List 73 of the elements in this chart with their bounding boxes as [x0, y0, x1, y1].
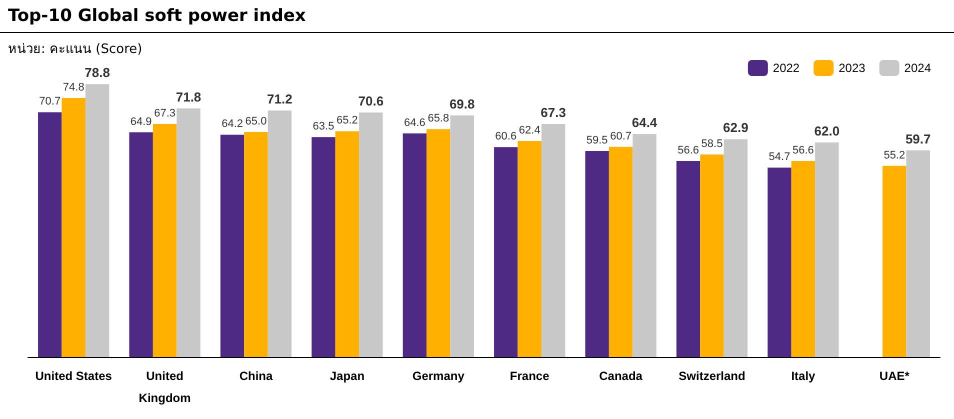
data-label: 65.0 — [245, 115, 267, 128]
data-label: 55.2 — [884, 149, 906, 162]
legend-label: 2022 — [772, 61, 800, 75]
data-label: 62.0 — [814, 123, 840, 138]
data-label: 62.9 — [723, 120, 748, 136]
data-label: 70.6 — [358, 94, 384, 109]
x-tick-label: UAE* — [879, 369, 910, 383]
bar — [518, 140, 542, 357]
bar — [906, 150, 930, 357]
bar — [541, 124, 566, 357]
bar — [152, 124, 177, 357]
bar — [85, 84, 110, 357]
chart-title: Top-10 Global soft power index — [8, 6, 306, 26]
bar — [768, 168, 792, 357]
data-label: 60.6 — [495, 130, 517, 143]
bar — [244, 132, 268, 357]
x-tick-label: China — [239, 369, 273, 383]
data-label: 74.8 — [62, 82, 84, 94]
data-label: 60.7 — [610, 130, 632, 142]
bar — [176, 108, 200, 357]
bar — [359, 112, 383, 357]
x-tick-label: France — [510, 369, 550, 383]
legend-label: 2023 — [838, 61, 866, 75]
data-label: 54.7 — [768, 151, 790, 164]
bar — [882, 166, 906, 357]
data-label: 59.5 — [586, 134, 608, 146]
chart-subtitle: หน่วย: คะแนน (Score) — [8, 41, 142, 59]
data-label: 59.7 — [905, 131, 931, 146]
bar — [676, 161, 700, 357]
x-tick-label: Japan — [330, 369, 365, 383]
data-label: 70.7 — [39, 96, 61, 108]
bar — [220, 134, 244, 357]
data-label: 69.8 — [449, 96, 475, 112]
bar — [585, 150, 609, 357]
data-label: 56.6 — [678, 144, 699, 157]
x-tick-label: Canada — [599, 369, 643, 383]
bar — [608, 146, 633, 357]
legend-label: 2024 — [904, 61, 932, 75]
data-label: 64.6 — [404, 116, 426, 129]
x-tick-label: Italy — [791, 369, 816, 383]
data-label: 71.2 — [267, 91, 292, 106]
data-label: 63.5 — [312, 120, 334, 133]
bar — [700, 154, 724, 357]
bar — [494, 147, 518, 357]
data-label: 58.5 — [701, 138, 723, 150]
data-label: 67.3 — [540, 104, 566, 120]
bar — [632, 134, 656, 357]
data-label: 67.3 — [154, 107, 176, 120]
bar — [450, 115, 474, 357]
x-tick-label: United States — [35, 369, 112, 383]
x-tick-label: Germany — [412, 369, 465, 383]
bar — [402, 133, 427, 357]
x-tick-label: Switzerland — [678, 369, 746, 383]
bar — [426, 129, 450, 357]
bar — [791, 161, 816, 357]
data-label: 62.4 — [518, 124, 540, 136]
bar — [62, 98, 86, 357]
bar — [724, 139, 748, 357]
data-label: 64.9 — [130, 116, 152, 128]
data-label: 64.4 — [632, 115, 658, 130]
bar — [335, 131, 360, 357]
bar — [268, 110, 292, 357]
bar — [312, 137, 336, 357]
bar — [129, 132, 153, 357]
data-label: 71.8 — [176, 89, 202, 104]
data-label: 65.8 — [428, 112, 450, 125]
data-label: 64.2 — [222, 118, 243, 130]
data-label: 65.2 — [336, 114, 358, 127]
data-label: 78.8 — [84, 65, 110, 80]
data-label: 56.6 — [792, 144, 814, 157]
bar — [815, 142, 839, 357]
x-tick-label: United Kingdom — [138, 369, 191, 405]
bar — [38, 112, 62, 357]
